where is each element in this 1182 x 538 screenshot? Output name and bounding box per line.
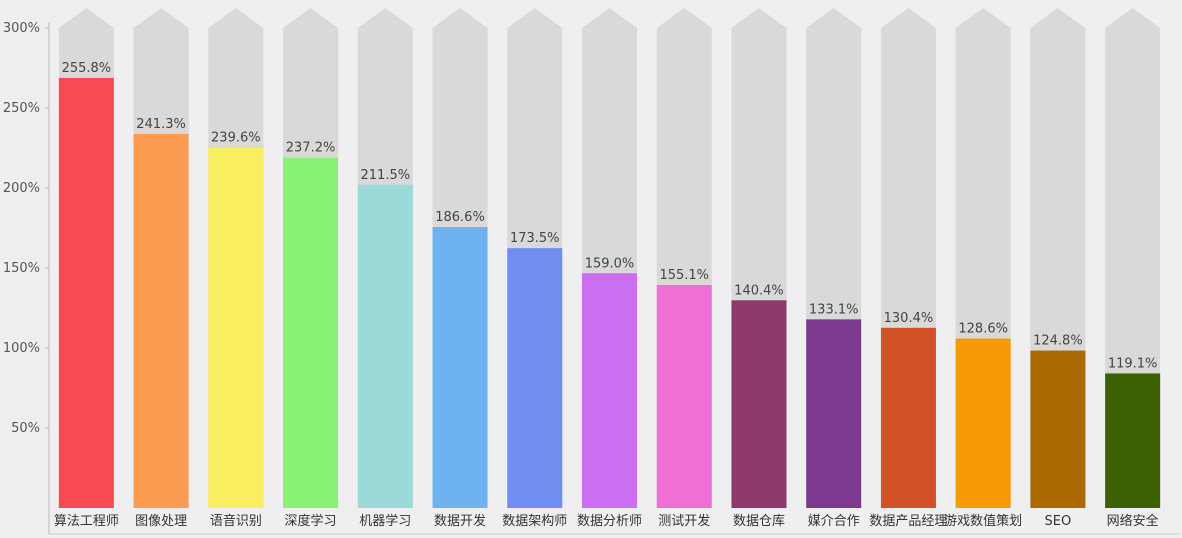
bar[interactable]	[58, 77, 114, 509]
axes-group: 50% 100% 150% 200% 250% 300%	[3, 21, 1180, 535]
data-label: 130.4%	[884, 311, 934, 326]
y-tick-label: 250%	[3, 101, 40, 116]
data-label: 241.3%	[136, 117, 186, 132]
data-label: 155.1%	[659, 268, 709, 283]
bar[interactable]	[1030, 350, 1086, 508]
bar[interactable]	[880, 327, 936, 508]
y-tick-label: 100%	[3, 341, 40, 356]
bar[interactable]	[731, 300, 787, 508]
y-tick-label: 50%	[11, 421, 40, 436]
data-label: 255.8%	[62, 61, 112, 76]
bar[interactable]	[955, 338, 1011, 508]
x-tick-label: 数据仓库	[733, 513, 785, 529]
x-tick-label: 深度学习	[285, 513, 337, 529]
data-labels: 255.8% 算法工程师 241.3% 图像处理 239.6% 语音识别 237.2% 深度学…	[54, 61, 1159, 529]
data-label: 140.4%	[734, 283, 784, 298]
data-label: 128.6%	[958, 322, 1008, 337]
bar[interactable]	[283, 157, 339, 508]
x-tick-label: 游戏数值策划	[944, 513, 1022, 529]
y-tick-label: 150%	[3, 261, 40, 276]
data-label: 239.6%	[211, 131, 261, 146]
data-label: 173.5%	[510, 231, 560, 246]
bar[interactable]	[432, 227, 488, 509]
x-tick-label: 数据开发	[434, 513, 486, 529]
bar[interactable]	[208, 147, 264, 508]
bar[interactable]	[656, 284, 712, 508]
x-tick-label: 数据产品经理	[869, 514, 947, 529]
x-tick-label: 算法工程师	[54, 514, 119, 529]
data-label: 119.1%	[1108, 356, 1158, 371]
x-tick-label: 网络安全	[1107, 513, 1159, 529]
x-tick-label: 数据分析师	[577, 514, 642, 529]
x-tick-label: SEO	[1045, 514, 1072, 529]
x-tick-label: 机器学习	[359, 513, 411, 529]
data-label: 133.1%	[809, 302, 859, 317]
data-label: 159.0%	[585, 256, 635, 271]
data-label: 211.5%	[361, 168, 411, 183]
bar[interactable]	[582, 273, 637, 508]
x-tick-label: 数据架构师	[502, 514, 567, 529]
bar[interactable]	[507, 248, 563, 508]
x-tick-label: 图像处理	[135, 514, 187, 529]
bar[interactable]	[133, 133, 189, 509]
x-tick-label: 语音识别	[210, 513, 262, 529]
data-label: 237.2%	[286, 141, 336, 156]
y-tick-label: 300%	[3, 21, 40, 36]
bar[interactable]	[806, 319, 862, 508]
x-tick-label: 测试开发	[658, 513, 710, 529]
data-label: 186.6%	[435, 210, 485, 225]
data-label: 124.8%	[1033, 334, 1083, 349]
bar[interactable]	[357, 184, 413, 509]
data-bars	[58, 77, 1161, 509]
bar[interactable]	[1105, 373, 1161, 508]
y-tick-label: 200%	[3, 181, 40, 196]
x-tick-label: 媒介合作	[808, 514, 860, 529]
